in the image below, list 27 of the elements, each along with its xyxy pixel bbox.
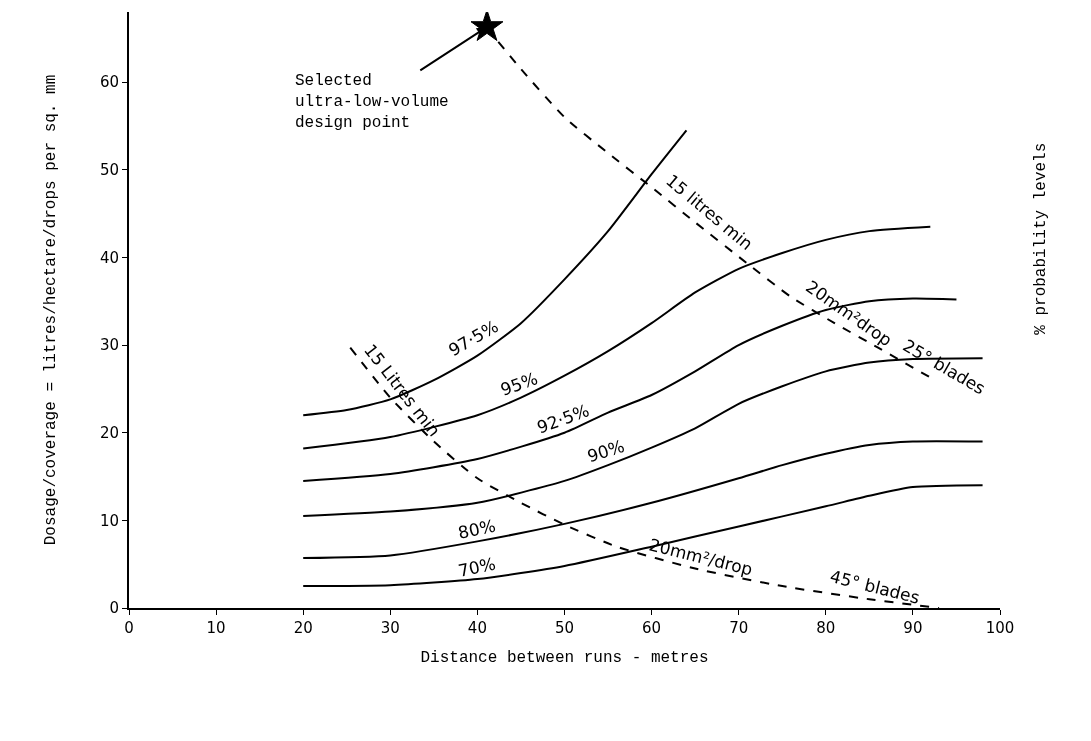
x-tick-label: 70 [729,619,749,637]
annotation: Selected ultra-low-volume design point [295,72,449,132]
annotation: 90% [584,435,627,467]
x-tick-label: 50 [554,619,575,637]
x-tick-label: 100 [985,619,1015,637]
y-tick-label: 20 [99,423,119,442]
annotation: 80% [456,515,498,543]
y-tick-label: 40 [99,248,119,267]
x-tick-label: 40 [467,619,487,637]
y-tick-label: 30 [99,336,119,355]
y-axis-title: Dosage/coverage = litres/hectare/drops per sq. mm [42,74,61,546]
y-tick-label: 60 [99,73,119,92]
annotation: 70% [456,553,498,581]
y-tick-label: 0 [109,599,119,618]
x-tick-label: 90 [903,619,923,637]
x-axis-title: Distance between runs - metres [420,649,709,668]
y-tick-label: 50 [99,161,119,180]
x-tick-label: 30 [380,619,400,637]
annotation: 95% [497,368,541,400]
x-tick-label: 80 [816,619,836,637]
y-tick-label: 10 [99,511,119,530]
x-tick-label: 60 [642,619,662,637]
y2-axis-title: % probability levels [1031,142,1050,335]
x-tick-label: 10 [206,619,226,637]
x-tick-label: 0 [124,619,134,637]
x-tick-label: 20 [293,619,313,637]
annotation: 45° blades [828,566,922,608]
